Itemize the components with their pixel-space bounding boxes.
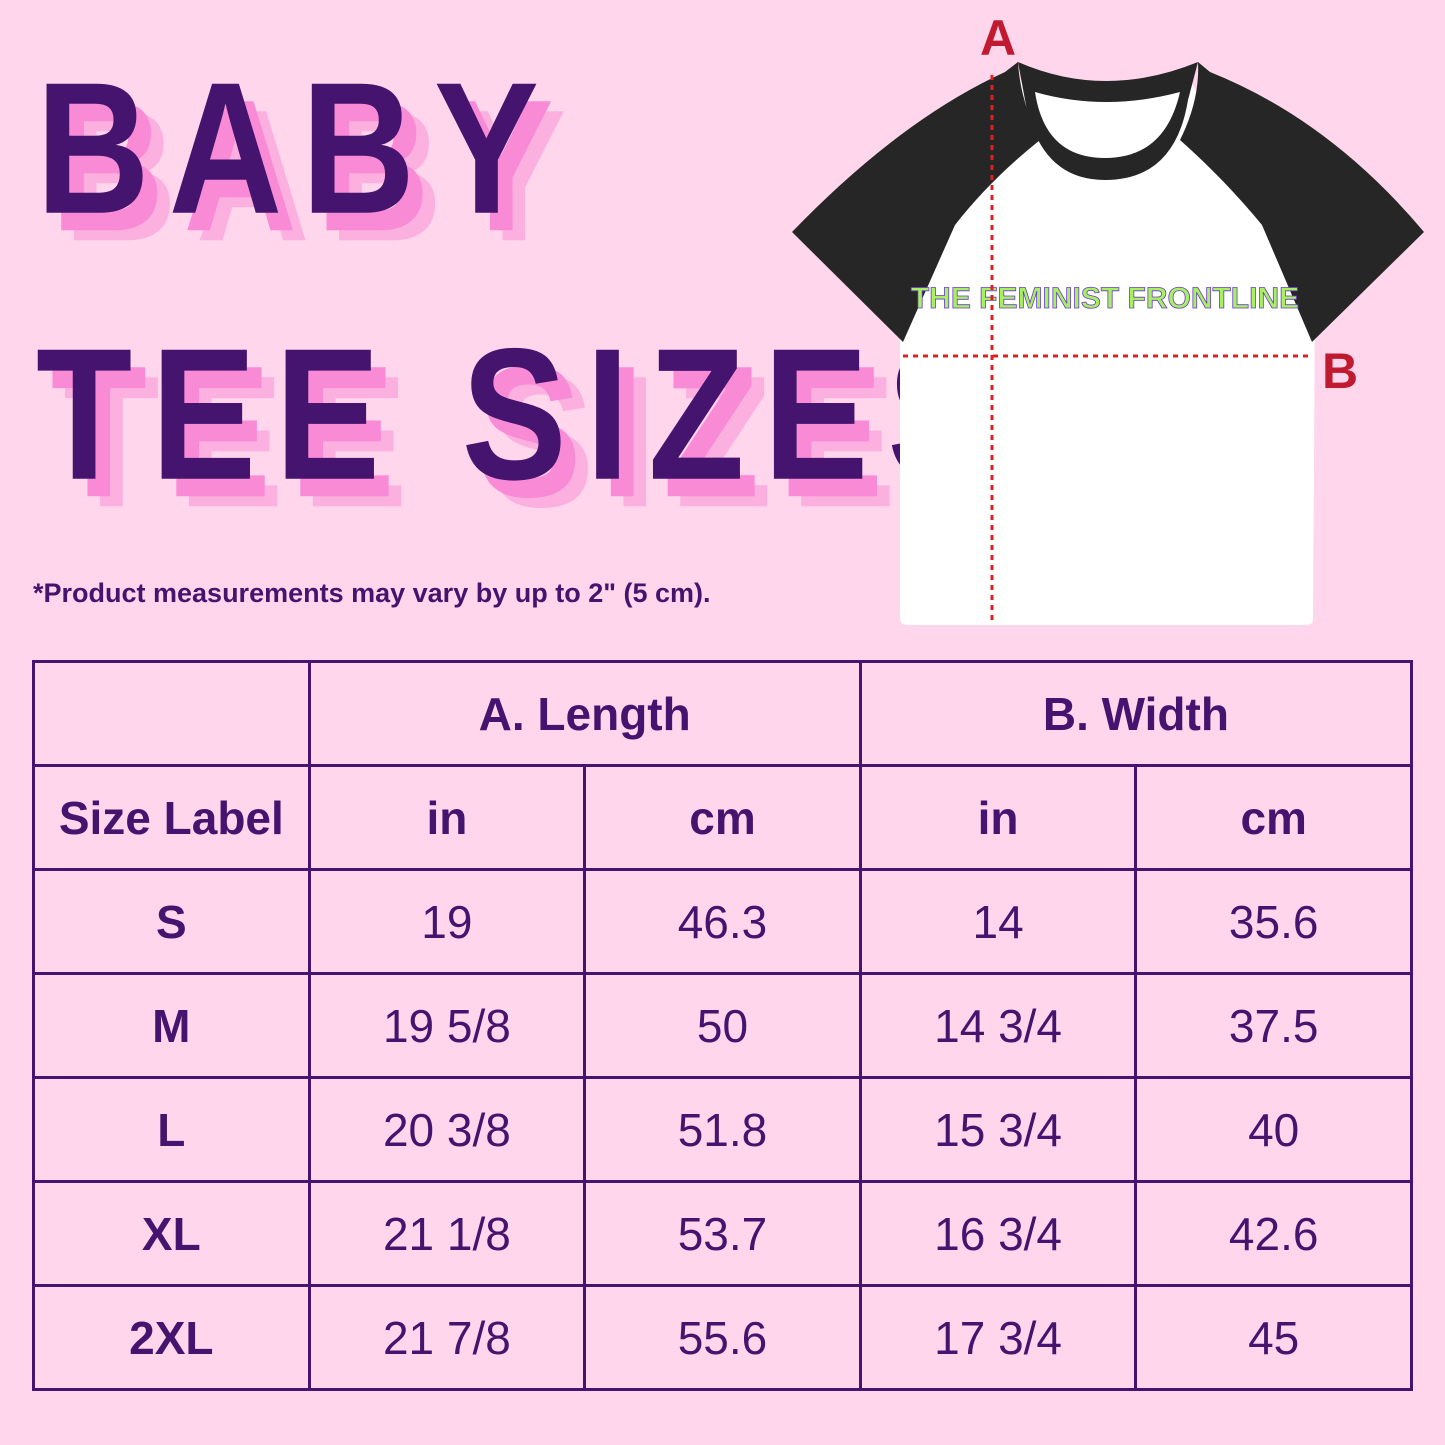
value-cell: 16 3/4 (858, 1180, 1138, 1287)
value-cell: 55.6 (583, 1284, 862, 1391)
value-cell: 15 3/4 (858, 1076, 1138, 1183)
column-header-row: Size Label in cm in cm (32, 764, 1413, 871)
value-cell: 51.8 (583, 1076, 862, 1183)
title-line-2: TEE SIZES (36, 308, 1012, 519)
value-cell: 50 (583, 972, 862, 1079)
size-cell: L (32, 1076, 311, 1183)
value-cell: 19 5/8 (307, 972, 587, 1079)
value-cell: 17 3/4 (858, 1284, 1138, 1391)
size-cell: S (32, 868, 311, 975)
value-cell: 53.7 (583, 1180, 862, 1287)
value-cell: 14 3/4 (858, 972, 1138, 1079)
value-cell: 21 1/8 (307, 1180, 587, 1287)
neck-opening (1035, 92, 1180, 158)
width-cm-header: cm (1134, 764, 1413, 871)
title-line-1: BABY (36, 42, 558, 253)
measurement-note: *Product measurements may vary by up to … (33, 578, 711, 608)
size-label-header: Size Label (32, 764, 311, 871)
length-cm-header: cm (583, 764, 862, 871)
right-sleeve (1180, 62, 1424, 342)
size-cell: 2XL (32, 1284, 311, 1391)
width-in-header: in (858, 764, 1138, 871)
value-cell: 19 (307, 868, 587, 975)
empty-header-cell (32, 660, 311, 767)
shirt-body (900, 80, 1315, 625)
table-row: L 20 3/8 51.8 15 3/4 40 (32, 1076, 1413, 1183)
group-header-row: A. Length B. Width (32, 660, 1414, 767)
table-row: M 19 5/8 50 14 3/4 37.5 (32, 972, 1413, 1079)
value-cell: 45 (1134, 1284, 1413, 1391)
shirt-diagram: THE FEMINIST FRONTLINE A B (792, 10, 1424, 625)
length-header: A. Length (307, 660, 862, 767)
label-a: A (980, 10, 1016, 66)
value-cell: 20 3/8 (307, 1076, 587, 1183)
table-row: 2XL 21 7/8 55.6 17 3/4 45 (32, 1284, 1413, 1391)
left-sleeve (792, 62, 1040, 342)
value-cell: 46.3 (583, 868, 862, 975)
table-row: S 19 46.3 14 35.6 (32, 868, 1413, 975)
size-table: A. Length B. Width Size Label in cm in c… (32, 660, 1414, 1391)
length-in-header: in (307, 764, 587, 871)
table-row: XL 21 1/8 53.7 16 3/4 42.6 (32, 1180, 1413, 1287)
size-cell: M (32, 972, 311, 1079)
value-cell: 37.5 (1134, 972, 1413, 1079)
width-header: B. Width (858, 660, 1414, 767)
size-cell: XL (32, 1180, 311, 1287)
value-cell: 40 (1134, 1076, 1413, 1183)
value-cell: 14 (858, 868, 1138, 975)
value-cell: 35.6 (1134, 868, 1413, 975)
label-b: B (1322, 343, 1358, 399)
value-cell: 42.6 (1134, 1180, 1413, 1287)
value-cell: 21 7/8 (307, 1284, 587, 1391)
shirt-print: THE FEMINIST FRONTLINE (911, 282, 1299, 315)
